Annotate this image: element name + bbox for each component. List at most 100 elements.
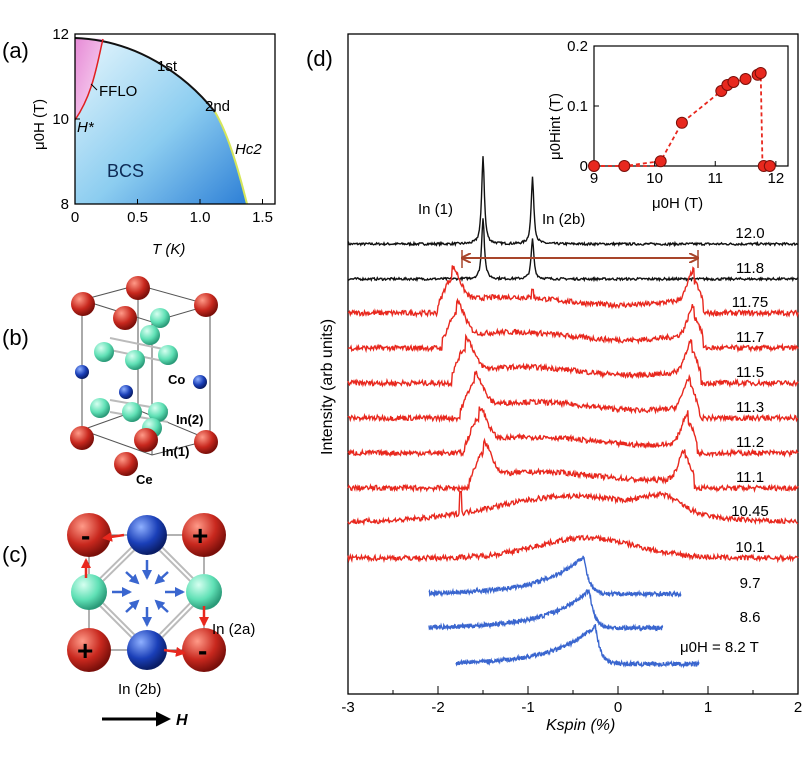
inset-x-tick-label: 9 xyxy=(590,170,598,187)
field-labels: 12.0 11.8 11.75 11.7 11.5 11.3 11.2 11.1 10.45 10… xyxy=(731,225,769,626)
inset: 9 10 11 12 0 0.1 0.2 μ0H (T) μ0Hint (T) xyxy=(547,38,789,212)
x-tick-label-d: -2 xyxy=(431,699,444,716)
x-tick-label-d: -3 xyxy=(341,699,354,716)
field-label-9.7: 9.7 xyxy=(740,575,761,592)
field-8-2-label: μ0H = 8.2 T xyxy=(680,639,759,656)
inset-axis-ticks: 9 10 11 12 0 0.1 0.2 xyxy=(567,38,784,187)
spectrum-11.5 xyxy=(347,333,799,389)
inset-point xyxy=(727,76,740,88)
x-tick-label-a: 1.5 xyxy=(252,209,273,226)
in2-atom xyxy=(140,325,160,345)
spectrum-8.2 xyxy=(455,623,700,669)
ce-atom xyxy=(194,293,218,317)
ce-atom xyxy=(70,426,94,450)
sign-br: - xyxy=(198,635,207,666)
spectrum-11.3 xyxy=(347,370,799,423)
x-tick-label-a: 1.0 xyxy=(190,209,211,226)
x-tick-label-d: 0 xyxy=(614,699,622,716)
second-order-label: 2nd xyxy=(205,98,230,115)
panel-a-label: (a) xyxy=(2,38,29,63)
inset-x-tick-label: 12 xyxy=(768,170,785,187)
panel-a: (a) FFLO BCS 1st 2nd H* Hc2 0 0.5 1.0 1.5 8 1… xyxy=(2,26,276,258)
field-label: H xyxy=(176,712,188,729)
in2b-atom-bottom xyxy=(127,630,167,670)
in2-atom xyxy=(90,398,110,418)
ce-atom xyxy=(126,276,150,300)
axis-ticks-a: 0 0.5 1.0 1.5 8 10 12 xyxy=(52,26,273,226)
panel-d-xlabel: Kspin (%) xyxy=(546,717,615,734)
second-order-line xyxy=(214,111,248,205)
ce-atom-br xyxy=(182,628,226,672)
nmr-spectra xyxy=(347,156,799,669)
bcs-label: BCS xyxy=(107,161,144,181)
inset-point xyxy=(618,160,631,172)
ce-atom-tr xyxy=(182,513,226,557)
spectrum-10.45 xyxy=(347,489,799,527)
in2b-label: In (2b) xyxy=(118,681,161,698)
hstar-line xyxy=(74,38,104,121)
field-label-11.5: 11.5 xyxy=(736,364,764,381)
panel-a-ylabel: μ0H (T) xyxy=(31,99,48,150)
spectrum-11.8 xyxy=(347,218,799,283)
in2-label: In(2) xyxy=(176,412,203,427)
x-tick-label-a: 0 xyxy=(71,209,79,226)
co-label: Co xyxy=(168,372,185,387)
atoms xyxy=(70,276,218,476)
panel-c-label: (c) xyxy=(2,542,28,567)
inset-point xyxy=(739,73,752,85)
fflo-leader xyxy=(90,83,98,91)
panel-b: (b) xyxy=(2,276,218,487)
spectrum-11.7 xyxy=(347,297,799,354)
spin-arrows-red xyxy=(81,531,209,657)
x-tick-label-d: -1 xyxy=(521,699,534,716)
phase-diagram-plot: FFLO BCS 1st 2nd H* Hc2 0 0.5 1.0 1.5 8 10 12 xyxy=(52,26,276,226)
in2b-peak-label: In (2b) xyxy=(542,211,585,228)
bond xyxy=(109,337,169,351)
inset-point xyxy=(675,116,688,129)
spectrum-12.0 xyxy=(347,156,799,248)
sign-tr: + xyxy=(192,520,208,551)
inset-point xyxy=(754,67,767,79)
in2a-label: In (2a) xyxy=(212,621,255,638)
ce-atom xyxy=(113,306,137,330)
in2b-atom-top xyxy=(127,515,167,555)
inset-point xyxy=(763,160,776,172)
ce-atom-bl xyxy=(67,628,111,672)
field-label-11.1: 11.1 xyxy=(736,469,764,486)
in1-peak-label: In (1) xyxy=(418,201,453,218)
in2-atom xyxy=(94,342,114,362)
bcs-region xyxy=(75,38,247,204)
panel-d-ylabel: Intensity (arb units) xyxy=(319,319,336,455)
hc2-label: Hc2 xyxy=(235,141,262,158)
in2-atom xyxy=(148,402,168,422)
panel-b-label: (b) xyxy=(2,325,29,350)
panel-d-label: (d) xyxy=(306,46,333,71)
spectrum-9.7 xyxy=(428,555,682,599)
in2-atom xyxy=(122,402,142,422)
inset-point xyxy=(654,155,667,168)
inset-frame xyxy=(593,45,789,167)
spectrum-11.2 xyxy=(347,406,799,459)
y-tick-label-a: 8 xyxy=(61,196,69,213)
inset-y-tick-label: 0.2 xyxy=(567,38,588,55)
in2a-atom-left xyxy=(71,574,107,610)
in1-label: In(1) xyxy=(162,444,189,459)
panel-d: (d) -3 -2 -1 0 1 2 12.011.811.7511.711.511.31… xyxy=(306,33,802,734)
in2a-atom-right xyxy=(186,574,222,610)
field-label-11.75: 11.75 xyxy=(732,294,768,311)
field-label-10.45: 10.45 xyxy=(731,503,769,520)
axis-ticks-d: -3 -2 -1 0 1 2 xyxy=(341,686,802,716)
field-label-11.7: 11.7 xyxy=(736,329,764,346)
sign-bl: + xyxy=(77,635,93,666)
field-label-10.1: 10.1 xyxy=(735,539,764,556)
ce-atom xyxy=(134,428,158,452)
field-label-12.0: 12.0 xyxy=(735,225,764,242)
in2-atom xyxy=(158,345,178,365)
inset-point xyxy=(588,160,600,172)
in1-atom xyxy=(150,308,170,328)
spin-arrows-blue xyxy=(112,560,185,627)
ce-atom xyxy=(114,452,138,476)
fflo-region xyxy=(75,38,103,120)
panel-a-xlabel: T (K) xyxy=(152,241,185,258)
